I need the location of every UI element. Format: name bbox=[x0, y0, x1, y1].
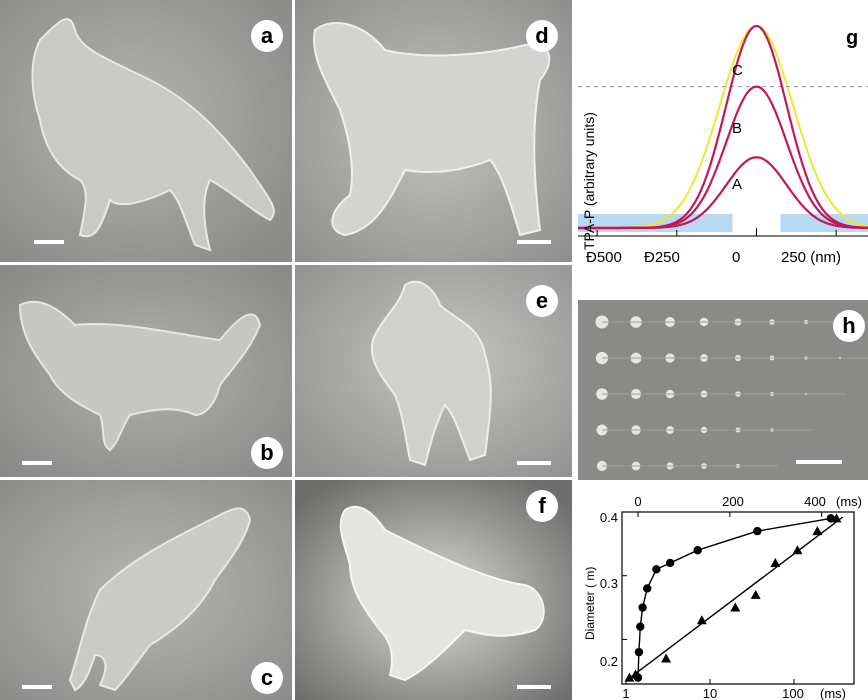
triangle-point bbox=[770, 557, 781, 567]
panel-b-label: b bbox=[251, 437, 283, 469]
scale-bar bbox=[517, 685, 551, 689]
panel-c-label: c bbox=[251, 662, 283, 694]
triangle-point bbox=[750, 589, 761, 599]
triangle-point bbox=[630, 669, 641, 679]
bottom-unit: (ms) bbox=[820, 686, 846, 700]
circle-point bbox=[634, 647, 644, 657]
panel-h: h bbox=[578, 300, 868, 480]
scale-bar bbox=[22, 461, 52, 465]
top-tick-0: 0 bbox=[634, 494, 641, 509]
curve-c bbox=[578, 24, 868, 230]
scale-bar bbox=[22, 685, 52, 689]
bottom-tick-2: 100 bbox=[782, 686, 804, 700]
panel-g-label: g bbox=[846, 27, 858, 49]
top-tick-1: 200 bbox=[722, 494, 744, 509]
panel-f-label: f bbox=[526, 490, 558, 522]
chart-g-plotarea bbox=[578, 24, 868, 237]
scale-bar bbox=[517, 461, 551, 465]
triangle-point bbox=[831, 513, 842, 523]
sem-bull-image-d bbox=[295, 0, 572, 262]
panel-c: c bbox=[0, 480, 292, 700]
panel-g-xtick-2: 0 bbox=[732, 249, 740, 266]
y-tick-0: 0.2 bbox=[600, 654, 618, 669]
top-tick-2: 400 bbox=[804, 494, 826, 509]
scale-bar bbox=[796, 460, 842, 464]
bottom-tick-0: 1 bbox=[622, 686, 629, 700]
sem-bull-image-a bbox=[0, 0, 292, 262]
panel-f: f bbox=[295, 480, 572, 700]
scale-bar bbox=[517, 240, 551, 244]
curve-label-b: B bbox=[732, 120, 742, 137]
panel-a: a bbox=[0, 0, 292, 262]
threshold-core bbox=[732, 214, 781, 232]
sem-bull-image-c bbox=[0, 480, 292, 700]
sem-bull-image-f bbox=[295, 480, 572, 700]
panel-g-xtick-3: 250 (nm) bbox=[781, 249, 841, 266]
panel-e-label: e bbox=[526, 285, 558, 317]
y-tick-1: 0.3 bbox=[600, 576, 618, 591]
sem-bull-image-e bbox=[295, 265, 572, 477]
scale-bar bbox=[34, 240, 64, 244]
circle-point bbox=[642, 584, 652, 593]
panel-g-xtick-1: Ð250 bbox=[644, 249, 680, 266]
curve-label-a: A bbox=[732, 176, 742, 193]
bottom-tick-1: 10 bbox=[703, 686, 717, 700]
chart-i-plotarea bbox=[622, 511, 844, 684]
circle-point bbox=[636, 622, 645, 631]
triangle-point bbox=[624, 672, 635, 682]
panel-g-xtick-0: Ð500 bbox=[586, 249, 622, 266]
sem-bull-image-b bbox=[0, 265, 292, 477]
circle-point bbox=[638, 603, 647, 612]
panel-i-chart: 0 200 400 (ms) 0.2 0.3 0.4 Diameter ( m)… bbox=[578, 490, 868, 700]
circle-point bbox=[652, 565, 661, 574]
panel-b: b bbox=[0, 265, 292, 477]
circle-point bbox=[693, 546, 702, 555]
panel-a-label: a bbox=[251, 20, 283, 52]
curve-label-c: C bbox=[732, 62, 743, 79]
circle-fit-curve bbox=[637, 517, 831, 678]
panel-g-chart: g TPA-P (arbitrary units) Ð500 Ð250 0 25… bbox=[578, 0, 868, 290]
triangle-fit-line bbox=[625, 516, 844, 682]
triangle-point bbox=[696, 615, 707, 625]
panel-h-label: h bbox=[833, 310, 865, 342]
circle-point bbox=[665, 558, 675, 568]
panel-d: d bbox=[295, 0, 572, 262]
top-unit: (ms) bbox=[836, 494, 862, 509]
triangle-point bbox=[661, 653, 672, 663]
panel-g-ylabel: TPA-P (arbitrary units) bbox=[581, 112, 597, 250]
triangle-point bbox=[792, 545, 803, 555]
panel-d-label: d bbox=[526, 20, 558, 52]
panel-i-ylabel: Diameter ( m) bbox=[583, 567, 597, 640]
panel-e: e bbox=[295, 265, 572, 477]
dot-array-image-h bbox=[578, 300, 868, 480]
y-tick-2: 0.4 bbox=[600, 510, 618, 525]
triangle-point bbox=[812, 526, 823, 536]
plot-frame bbox=[621, 511, 855, 685]
triangle-point bbox=[730, 602, 741, 612]
circle-point bbox=[753, 526, 762, 536]
